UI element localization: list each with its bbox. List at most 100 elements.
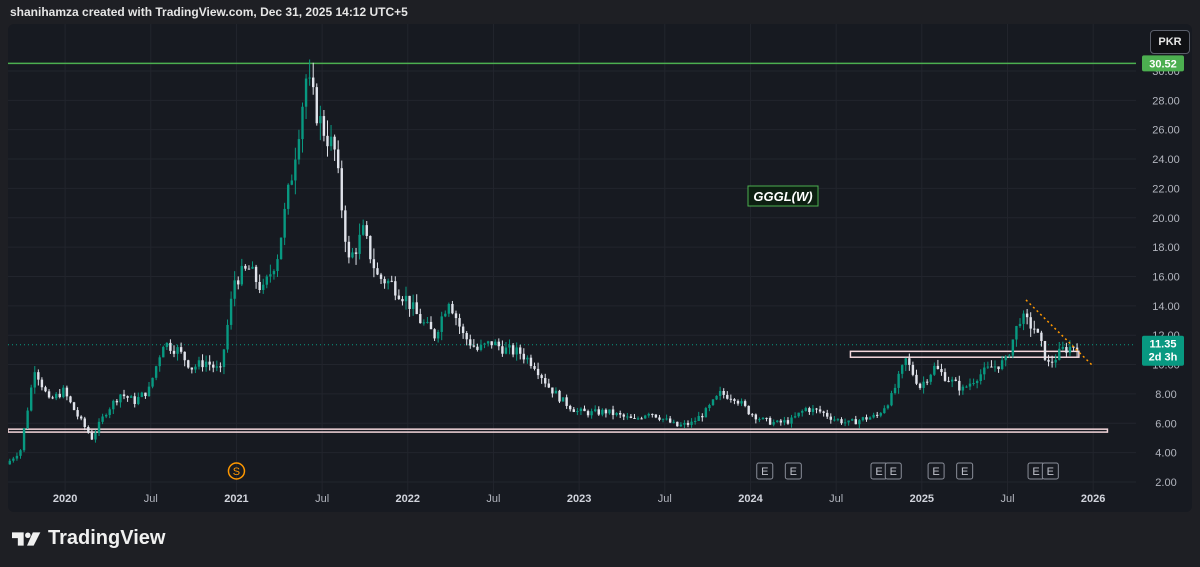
candle-body <box>137 397 140 404</box>
candle-body <box>329 136 333 147</box>
candle-body <box>1015 326 1018 340</box>
candle-body <box>515 347 518 355</box>
candle-body <box>761 417 765 420</box>
candle-body <box>97 421 101 433</box>
candle-body <box>465 333 468 340</box>
candle-body <box>572 409 575 412</box>
candle-body <box>579 408 583 412</box>
candle-body <box>533 366 536 369</box>
candle-body <box>229 298 233 325</box>
candle-body <box>162 346 165 358</box>
candle-body <box>826 412 829 417</box>
candle-body <box>197 360 201 367</box>
x-axis-tick-label: 2026 <box>1081 493 1105 505</box>
candle-body <box>925 381 929 383</box>
candle-body <box>90 432 94 440</box>
candle-body <box>151 377 154 387</box>
y-axis-tick-label: 28.00 <box>1152 95 1180 107</box>
chart-panel[interactable]: GGGL(W)SEEEEEEEE2.004.006.008.0010.0012.… <box>8 24 1192 512</box>
candle-body <box>933 365 936 375</box>
candle-body <box>793 416 797 418</box>
candle-body <box>711 399 715 405</box>
candle-body <box>287 184 290 209</box>
candle-body <box>861 417 865 421</box>
candle-body <box>940 368 943 373</box>
candle-body <box>808 408 811 412</box>
candle-body <box>672 421 675 423</box>
candle-body <box>76 410 79 417</box>
candle-body <box>169 342 172 351</box>
candle-body <box>658 417 661 420</box>
candle-body <box>72 402 76 411</box>
candle-body <box>254 266 258 282</box>
tradingview-brand[interactable]: TradingView <box>12 527 165 550</box>
candle-body <box>158 357 161 367</box>
candle-body <box>190 367 194 370</box>
candle-body <box>1054 359 1057 363</box>
candle-body <box>740 401 743 404</box>
candle-body <box>129 396 133 398</box>
candle-body <box>390 280 393 282</box>
candle-body <box>954 379 957 381</box>
y-axis-tick-label: 2.00 <box>1155 477 1176 489</box>
earnings-event-label: E <box>761 466 768 478</box>
candle-body <box>194 366 197 370</box>
candle-body <box>454 313 458 319</box>
y-axis-tick-label: 26.00 <box>1152 125 1180 137</box>
y-axis-tick-label: 22.00 <box>1152 183 1180 195</box>
candle-body <box>661 418 665 420</box>
candle-body <box>676 421 679 427</box>
candle-body <box>19 450 22 456</box>
candle-body <box>651 413 654 415</box>
candle-body <box>586 411 590 416</box>
candle-body <box>751 414 754 416</box>
candle-body <box>519 347 522 354</box>
candle-body <box>818 409 822 412</box>
candle-body <box>726 394 729 399</box>
candle-body <box>276 259 279 272</box>
candle-body <box>626 416 629 418</box>
candle-body <box>633 418 636 420</box>
candle-body <box>386 280 390 284</box>
candle-body <box>779 420 783 423</box>
candle-body <box>950 379 954 382</box>
candle-body <box>843 422 847 424</box>
candle-body <box>1061 347 1065 349</box>
y-axis-tick-label: 8.00 <box>1155 389 1176 401</box>
candle-body <box>40 379 44 388</box>
x-axis-tick-label: 2025 <box>910 493 934 505</box>
currency-button[interactable]: PKR <box>1150 30 1190 54</box>
candle-body <box>561 397 565 402</box>
x-axis-tick-label: 2020 <box>53 493 77 505</box>
resistance-price-tag <box>1142 55 1184 72</box>
chart-title-box <box>747 185 819 207</box>
candle-body <box>394 281 397 296</box>
candle-body <box>12 458 15 461</box>
candle-body <box>1036 328 1040 333</box>
x-axis-tick-label: Jul <box>486 493 500 505</box>
candle-body <box>904 358 907 366</box>
earnings-event-marker <box>956 462 974 480</box>
candle-body <box>993 366 997 368</box>
candle-body <box>172 350 176 354</box>
candle-body <box>868 417 872 420</box>
earnings-event-label: E <box>1032 466 1039 478</box>
candle-body <box>204 361 208 368</box>
candle-body <box>690 421 693 425</box>
candle-body <box>494 341 497 346</box>
candle-body <box>815 408 818 410</box>
candle-body <box>829 416 832 420</box>
candle-body <box>444 313 447 317</box>
candle-body <box>615 413 618 416</box>
candle-body <box>683 422 686 425</box>
chart-attribution: shanihamza created with TradingView.com,… <box>10 5 408 19</box>
candle-body <box>1022 313 1025 324</box>
candle-body <box>304 78 308 107</box>
candle-body <box>83 418 86 427</box>
candle-body <box>404 295 408 302</box>
candle-body <box>583 408 586 412</box>
candle-body <box>629 416 633 419</box>
candle-body <box>968 383 972 387</box>
earnings-event-marker <box>884 462 902 480</box>
price-chart[interactable]: GGGL(W)SEEEEEEEE2.004.006.008.0010.0012.… <box>8 24 1192 512</box>
